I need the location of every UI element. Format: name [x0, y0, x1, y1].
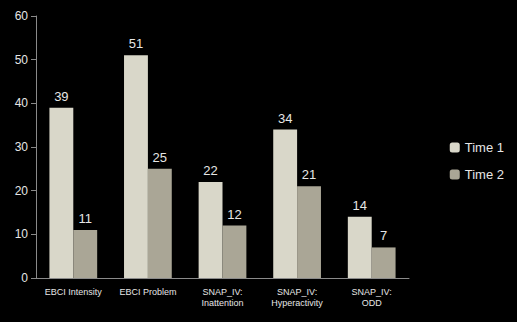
svg-text:51: 51	[129, 36, 143, 51]
svg-text:Hyperactivity: Hyperactivity	[271, 298, 323, 308]
svg-text:SNAP_IV:: SNAP_IV:	[352, 287, 392, 297]
svg-text:30: 30	[15, 140, 29, 154]
svg-text:25: 25	[153, 150, 167, 165]
svg-text:12: 12	[227, 207, 241, 222]
svg-text:7: 7	[380, 228, 387, 243]
svg-text:EBCI Intensity: EBCI Intensity	[45, 287, 103, 297]
svg-text:20: 20	[15, 184, 29, 198]
svg-text:ODD: ODD	[362, 298, 383, 308]
svg-text:Inattention: Inattention	[201, 298, 243, 308]
svg-text:SNAP_IV:: SNAP_IV:	[202, 287, 242, 297]
svg-text:0: 0	[21, 271, 28, 285]
svg-text:34: 34	[278, 111, 292, 126]
svg-text:39: 39	[54, 89, 68, 104]
svg-text:14: 14	[353, 198, 367, 213]
svg-text:50: 50	[15, 53, 29, 67]
svg-text:Time 1: Time 1	[465, 140, 504, 155]
svg-text:10: 10	[15, 227, 29, 241]
svg-text:22: 22	[203, 163, 217, 178]
svg-text:SNAP_IV:: SNAP_IV:	[277, 287, 317, 297]
svg-text:60: 60	[15, 9, 29, 23]
svg-text:40: 40	[15, 96, 29, 110]
svg-text:11: 11	[78, 211, 92, 226]
svg-text:Time 2: Time 2	[465, 167, 504, 182]
svg-text:EBCI Problem: EBCI Problem	[119, 287, 176, 297]
svg-text:21: 21	[302, 167, 316, 182]
